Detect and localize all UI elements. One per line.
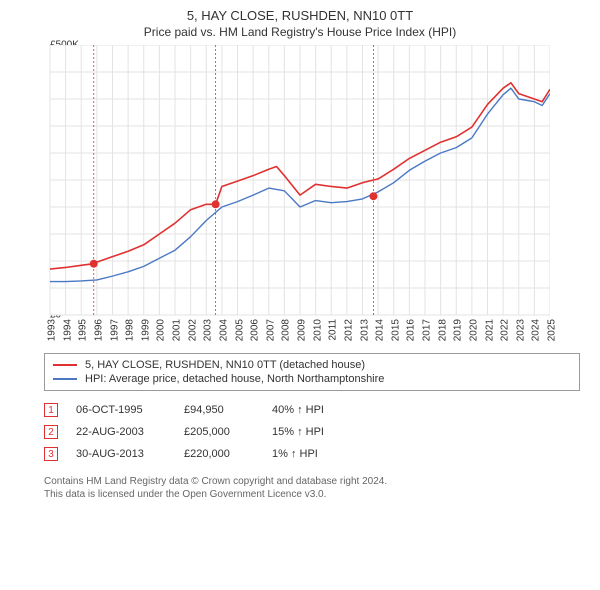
legend-row: 5, HAY CLOSE, RUSHDEN, NN10 0TT (detache…: [53, 358, 571, 372]
transaction-dot: [90, 260, 98, 268]
chart-subtitle: Price paid vs. HM Land Registry's House …: [10, 25, 590, 39]
transaction-price: £94,950: [184, 404, 254, 416]
footnote-line: This data is licensed under the Open Gov…: [44, 488, 580, 501]
transaction-hpi: 1% ↑ HPI: [272, 448, 362, 460]
footnote-line: Contains HM Land Registry data © Crown c…: [44, 475, 580, 488]
chart-title: 5, HAY CLOSE, RUSHDEN, NN10 0TT: [10, 8, 590, 23]
transaction-dot: [212, 200, 220, 208]
chart-area: £0£50K£100K£150K£200K£250K£300K£350K£400…: [10, 45, 550, 345]
transaction-date: 06-OCT-1995: [76, 404, 166, 416]
transaction-row-badge: 2: [44, 425, 58, 439]
transaction-row: 1 06-OCT-1995 £94,950 40% ↑ HPI: [44, 399, 580, 421]
transaction-hpi: 15% ↑ HPI: [272, 426, 362, 438]
legend-swatch: [53, 378, 77, 380]
transaction-dot: [369, 192, 377, 200]
transactions-table: 1 06-OCT-1995 £94,950 40% ↑ HPI 2 22-AUG-2003…: [44, 399, 580, 465]
transaction-row: 3 30-AUG-2013 £220,000 1% ↑ HPI: [44, 443, 580, 465]
transaction-date: 22-AUG-2003: [76, 426, 166, 438]
chart-svg: [10, 45, 550, 345]
transaction-price: £205,000: [184, 426, 254, 438]
legend-swatch: [53, 364, 77, 366]
transaction-date: 30-AUG-2013: [76, 448, 166, 460]
transaction-price: £220,000: [184, 448, 254, 460]
legend-label: 5, HAY CLOSE, RUSHDEN, NN10 0TT (detache…: [85, 359, 365, 371]
transaction-row-badge: 3: [44, 447, 58, 461]
transaction-row: 2 22-AUG-2003 £205,000 15% ↑ HPI: [44, 421, 580, 443]
legend-label: HPI: Average price, detached house, Nort…: [85, 373, 384, 385]
footnote: Contains HM Land Registry data © Crown c…: [44, 475, 580, 501]
transaction-row-badge: 1: [44, 403, 58, 417]
chart-wrapper: 5, HAY CLOSE, RUSHDEN, NN10 0TT Price pa…: [0, 0, 600, 590]
legend-box: 5, HAY CLOSE, RUSHDEN, NN10 0TT (detache…: [44, 353, 580, 391]
legend-row: HPI: Average price, detached house, Nort…: [53, 372, 571, 386]
transaction-hpi: 40% ↑ HPI: [272, 404, 362, 416]
